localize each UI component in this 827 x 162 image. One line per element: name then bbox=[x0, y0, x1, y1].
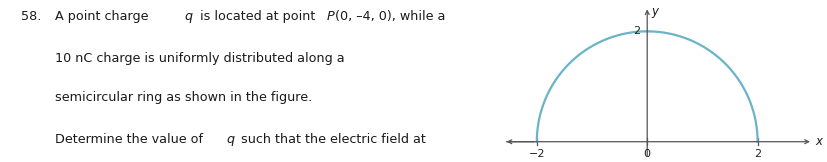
Text: 0: 0 bbox=[643, 149, 650, 159]
Text: −2: −2 bbox=[528, 149, 544, 159]
Text: Determine the value of: Determine the value of bbox=[55, 133, 208, 146]
Text: y: y bbox=[650, 5, 657, 18]
Text: x: x bbox=[815, 135, 821, 148]
Text: P: P bbox=[326, 10, 333, 23]
Text: such that the electric field at: such that the electric field at bbox=[237, 133, 426, 146]
Text: (0, –4, 0), while a: (0, –4, 0), while a bbox=[335, 10, 445, 23]
Text: 2: 2 bbox=[753, 149, 760, 159]
Text: 2: 2 bbox=[633, 26, 640, 36]
Text: 10 nC charge is uniformly distributed along a: 10 nC charge is uniformly distributed al… bbox=[55, 52, 345, 65]
Text: q: q bbox=[184, 10, 193, 23]
Text: q: q bbox=[227, 133, 235, 146]
Text: A point charge: A point charge bbox=[55, 10, 153, 23]
Text: is located at point: is located at point bbox=[196, 10, 319, 23]
Text: 58.: 58. bbox=[21, 10, 41, 23]
Text: semicircular ring as shown in the figure.: semicircular ring as shown in the figure… bbox=[55, 91, 313, 104]
